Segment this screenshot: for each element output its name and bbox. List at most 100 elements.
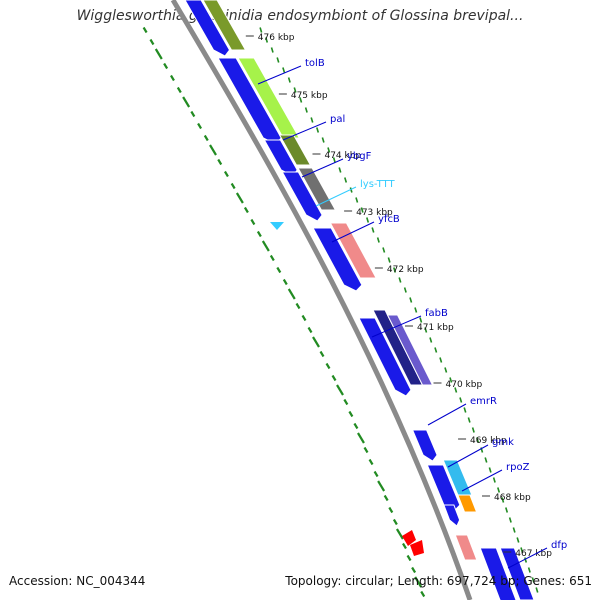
gene-leader-line bbox=[282, 121, 327, 141]
gc-tick bbox=[282, 278, 288, 286]
gc-tick bbox=[209, 144, 217, 156]
gc-tick bbox=[256, 230, 262, 238]
gc-tick bbox=[170, 74, 175, 82]
outer-tick bbox=[299, 97, 303, 103]
outer-tick bbox=[424, 327, 428, 333]
gc-tick bbox=[250, 218, 256, 226]
gc-tick bbox=[373, 470, 379, 478]
gc-tick bbox=[203, 134, 209, 142]
gc-tick bbox=[287, 288, 296, 300]
gene-leader-line bbox=[301, 158, 344, 178]
kbp-label: 473 kbp bbox=[356, 208, 393, 218]
outer-tick bbox=[366, 217, 370, 223]
outer-tick bbox=[310, 117, 314, 123]
gc-tick bbox=[363, 446, 369, 454]
outer-tick bbox=[398, 277, 402, 283]
gc-tick bbox=[388, 506, 394, 514]
gc-tick bbox=[319, 350, 325, 358]
gc-tick bbox=[142, 26, 148, 34]
gc-tick bbox=[357, 432, 365, 444]
accession-label: Accession: NC_004344 bbox=[9, 574, 146, 588]
gc-tick bbox=[223, 170, 229, 178]
gc-tick bbox=[230, 182, 236, 190]
gmk-block bbox=[426, 464, 461, 512]
outer-tick bbox=[516, 537, 520, 543]
ybgF-block bbox=[281, 171, 323, 222]
gc-tick bbox=[377, 480, 386, 492]
outer-tick bbox=[484, 457, 488, 463]
ybgF-strip bbox=[297, 167, 337, 211]
gene-leader-line bbox=[461, 469, 503, 492]
kbp-label: 474 kbp bbox=[324, 151, 361, 161]
outer-tick bbox=[527, 567, 531, 573]
outer-tick bbox=[439, 357, 443, 363]
backbone bbox=[170, 0, 473, 600]
dfp-block-2 bbox=[499, 547, 535, 600]
gc-tick bbox=[395, 528, 404, 540]
dfp-block bbox=[479, 547, 517, 600]
gc-tick bbox=[343, 398, 349, 406]
lys-TTT-marker bbox=[270, 222, 284, 230]
gene-leader-line bbox=[257, 65, 302, 85]
outer-tick bbox=[349, 187, 353, 193]
outer-tick bbox=[355, 197, 359, 203]
outer-tick bbox=[492, 477, 496, 483]
gene-label-rpoZ: rpoZ bbox=[506, 462, 530, 473]
kbp-label: 470 kbp bbox=[446, 380, 483, 390]
outer-tick bbox=[488, 467, 492, 473]
outer-tick bbox=[449, 377, 453, 383]
outer-tick bbox=[501, 497, 505, 503]
outer-tick bbox=[270, 47, 274, 53]
outer-tick bbox=[409, 297, 413, 303]
outer-tick bbox=[360, 207, 364, 213]
gene-label-fabB: fabB bbox=[425, 308, 448, 319]
outer-tick bbox=[512, 527, 516, 533]
outer-tick bbox=[371, 227, 375, 233]
outer-tick bbox=[414, 307, 418, 313]
gene-label-tolB: tolB bbox=[305, 58, 325, 69]
gene-leader-line bbox=[315, 186, 357, 207]
emrR-block bbox=[411, 429, 438, 462]
kbp-label: 475 kbp bbox=[291, 91, 328, 101]
gc-tick bbox=[325, 362, 331, 370]
fabB-block bbox=[358, 317, 412, 397]
outer-tick bbox=[287, 77, 291, 83]
gc-tick bbox=[295, 302, 301, 310]
outer-tick bbox=[471, 427, 475, 433]
kbp-label: 469 kbp bbox=[470, 436, 507, 446]
gene-label-emrR: emrR bbox=[470, 396, 497, 407]
gc-tick bbox=[402, 542, 407, 550]
kbp-label: 467 kbp bbox=[515, 549, 552, 559]
gc-tick bbox=[243, 206, 249, 214]
tolB-strip bbox=[237, 57, 301, 139]
outer-tick bbox=[535, 587, 539, 593]
cds-block bbox=[184, 0, 231, 57]
outer-ticks bbox=[259, 27, 539, 593]
gc-tick bbox=[197, 122, 203, 130]
outer-tick bbox=[520, 547, 524, 553]
pal-strip bbox=[278, 134, 312, 166]
outer-tick bbox=[321, 137, 325, 143]
gene-leader-line bbox=[371, 315, 422, 338]
outer-tick bbox=[444, 367, 448, 373]
outer-tick bbox=[531, 577, 535, 583]
outer-tick bbox=[476, 437, 480, 443]
gc-tick bbox=[269, 254, 275, 262]
outer-tick bbox=[524, 557, 528, 563]
gene-leader-line bbox=[507, 547, 548, 569]
gc-tick bbox=[149, 38, 155, 46]
rpoZ-block bbox=[443, 504, 461, 527]
red-feature-2 bbox=[410, 540, 424, 556]
genome-stats: Topology: circular; Length: 697,724 bp; … bbox=[285, 574, 592, 588]
gc-tick bbox=[414, 576, 423, 588]
outer-tick bbox=[459, 397, 463, 403]
outer-tick bbox=[265, 37, 269, 43]
kbp-label: 472 kbp bbox=[387, 265, 424, 275]
outer-tick bbox=[382, 247, 386, 253]
outer-tick bbox=[508, 517, 512, 523]
outer-tick bbox=[434, 347, 438, 353]
gc-tick bbox=[336, 384, 344, 396]
outer-tick bbox=[282, 67, 286, 73]
rRNA-block bbox=[454, 534, 478, 561]
gc-tick bbox=[301, 314, 307, 322]
